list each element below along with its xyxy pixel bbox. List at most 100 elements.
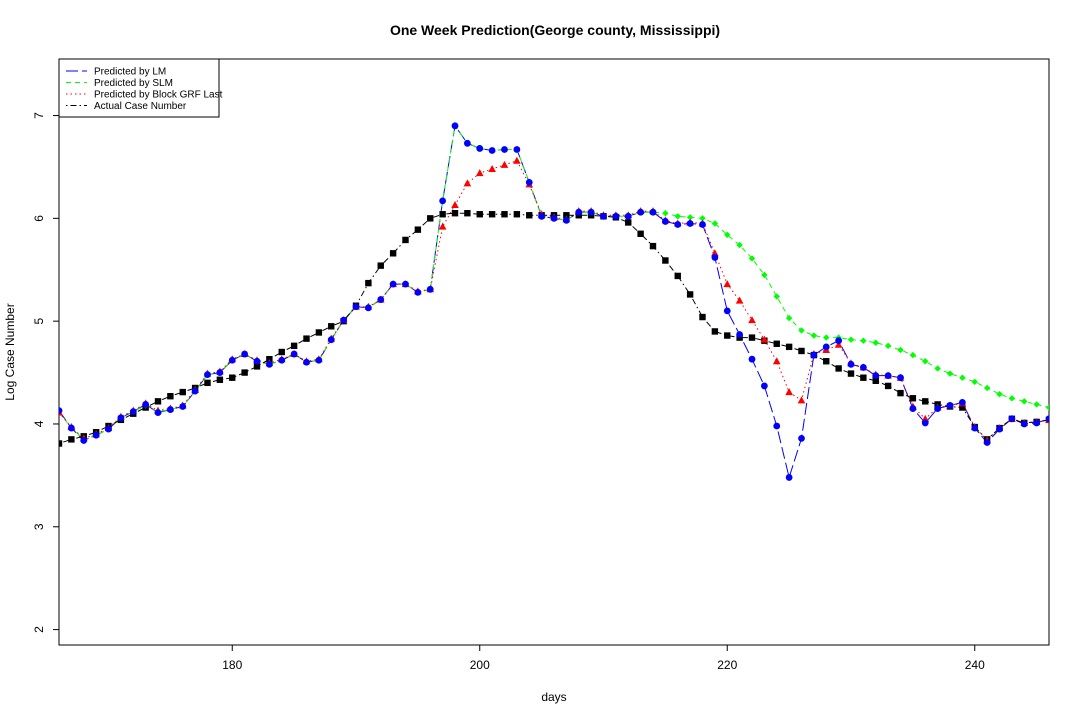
- point-s3-52: [699, 313, 706, 321]
- point-s3-8: [154, 398, 162, 405]
- point-s0-23: [340, 316, 348, 324]
- point-s2-70: [921, 414, 930, 422]
- point-s1-73: [959, 374, 966, 381]
- point-s0-43: [587, 208, 595, 216]
- point-s3-22: [328, 323, 335, 330]
- x-axis-label: days: [541, 690, 566, 704]
- point-s0-66: [872, 372, 880, 380]
- point-s2-32: [451, 200, 459, 208]
- point-s0-70: [921, 419, 929, 427]
- point-s3-33: [464, 210, 471, 217]
- point-s0-31: [439, 197, 447, 205]
- point-s3-0: [59, 440, 63, 447]
- point-s0-78: [1020, 420, 1028, 428]
- x-tick-label-220: 220: [717, 658, 737, 672]
- chart-title: One Week Prediction(George county, Missi…: [390, 22, 720, 38]
- point-s0-19: [290, 350, 298, 358]
- point-s2-63: [834, 340, 843, 348]
- point-s3-12: [204, 379, 211, 387]
- point-s1-55: [736, 241, 743, 249]
- point-s3-31: [439, 211, 446, 218]
- x-tick-label-180: 180: [222, 658, 242, 672]
- point-s3-66: [872, 377, 879, 384]
- point-s0-38: [525, 178, 533, 186]
- y-tick-label-4: 4: [32, 420, 46, 427]
- point-s0-67: [884, 372, 892, 380]
- point-s3-17: [266, 355, 273, 363]
- point-s0-1: [67, 424, 75, 432]
- point-s0-53: [711, 254, 719, 261]
- point-s0-47: [637, 208, 645, 216]
- point-s0-16: [253, 357, 261, 365]
- point-s0-2: [80, 437, 88, 444]
- point-s3-51: [686, 291, 694, 298]
- point-s3-46: [625, 219, 632, 226]
- point-s0-17: [265, 360, 273, 368]
- point-s0-40: [550, 214, 558, 222]
- point-s3-18: [278, 348, 285, 356]
- point-s0-63: [835, 337, 843, 345]
- point-s0-57: [760, 382, 768, 390]
- series-line-2: [59, 160, 1049, 442]
- point-s1-75: [983, 384, 991, 392]
- point-s3-29: [414, 226, 422, 233]
- point-s0-29: [414, 288, 422, 296]
- point-s0-69: [909, 405, 917, 412]
- point-s1-76: [996, 390, 1003, 398]
- point-s3-68: [897, 389, 904, 397]
- point-s2-34: [475, 169, 484, 177]
- series-line-0: [59, 124, 1049, 480]
- point-s1-61: [810, 332, 818, 339]
- point-s2-56: [748, 316, 756, 324]
- point-s0-65: [859, 364, 867, 371]
- point-s1-57: [761, 271, 768, 279]
- point-s3-32: [451, 210, 459, 217]
- point-s1-52: [699, 215, 706, 222]
- point-s0-15: [241, 350, 249, 358]
- point-s3-69: [909, 395, 917, 402]
- point-s3-35: [488, 211, 496, 218]
- point-s0-54: [723, 307, 731, 315]
- point-s1-72: [946, 370, 954, 377]
- point-s2-57: [760, 335, 769, 343]
- series-line-3: [59, 212, 1049, 444]
- point-s3-50: [674, 272, 681, 280]
- point-s0-18: [278, 356, 286, 364]
- point-s0-44: [600, 212, 607, 220]
- point-s3-15: [241, 369, 248, 376]
- point-s3-41: [563, 212, 570, 219]
- point-s0-79: [1033, 419, 1041, 427]
- point-s3-63: [835, 365, 842, 372]
- series-markers-2: [59, 156, 1049, 444]
- point-s1-59: [785, 314, 793, 322]
- point-s0-77: [1008, 415, 1016, 423]
- point-s3-70: [922, 398, 929, 405]
- point-s0-76: [996, 425, 1003, 433]
- point-s0-39: [538, 212, 546, 220]
- point-s0-55: [736, 331, 744, 338]
- point-s3-59: [785, 343, 793, 351]
- point-s3-26: [377, 262, 384, 269]
- series-markers-3: [59, 210, 1049, 447]
- point-s3-34: [476, 211, 483, 218]
- x-tick-label-240: 240: [965, 658, 985, 672]
- point-s3-38: [526, 212, 533, 219]
- point-s0-33: [463, 139, 471, 147]
- point-s0-21: [315, 356, 323, 364]
- point-s0-14: [228, 356, 236, 364]
- point-s3-47: [637, 230, 644, 237]
- point-s1-50: [674, 213, 681, 220]
- point-s0-51: [686, 220, 694, 227]
- y-tick-label-3: 3: [32, 523, 46, 530]
- point-s1-67: [884, 342, 892, 350]
- point-s2-59: [785, 388, 793, 396]
- point-s0-61: [810, 351, 818, 359]
- point-s3-62: [823, 358, 830, 365]
- point-s0-27: [389, 280, 397, 288]
- legend-label-3: Actual Case Number: [94, 101, 187, 112]
- point-s1-51: [686, 214, 694, 221]
- point-s1-68: [897, 346, 904, 354]
- point-s3-37: [513, 211, 521, 218]
- point-s1-53: [711, 220, 719, 227]
